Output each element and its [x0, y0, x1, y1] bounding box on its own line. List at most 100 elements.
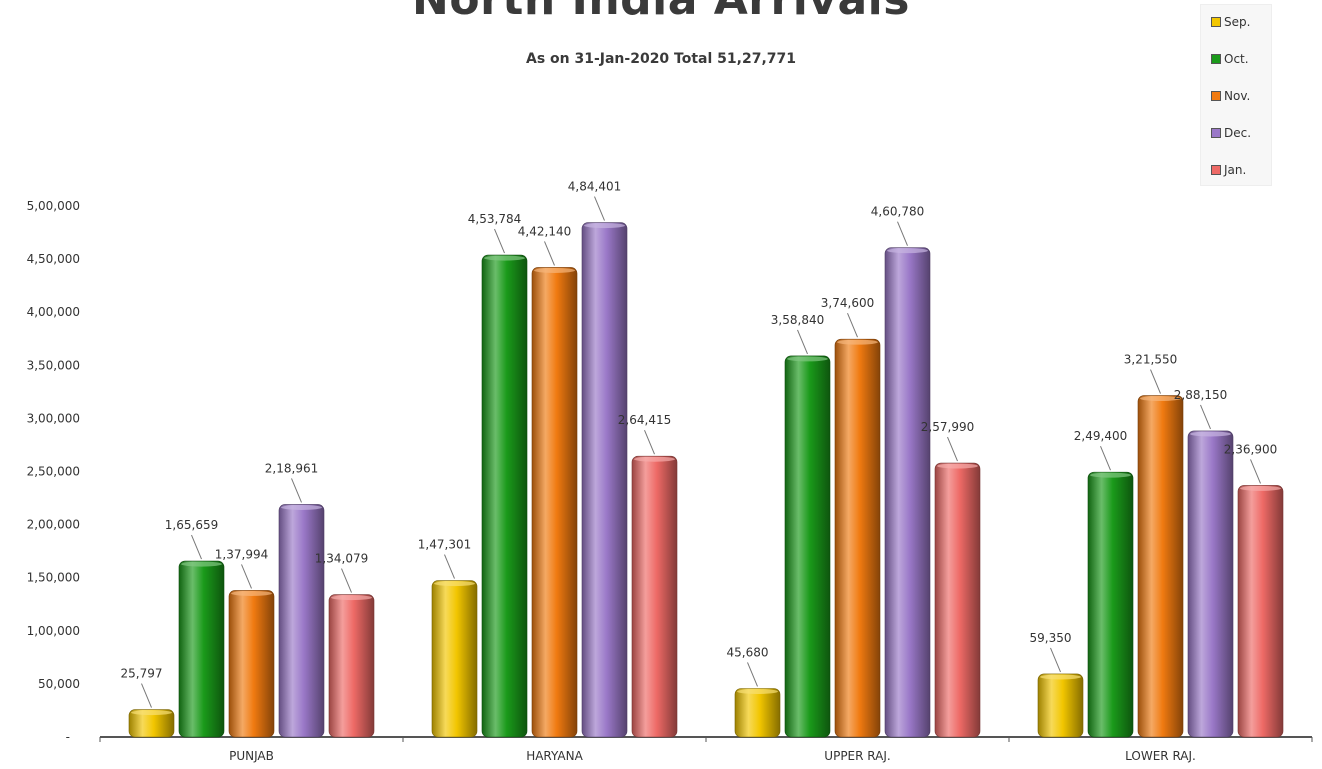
bar-oct-0: [178, 560, 225, 738]
bar-cap: [131, 710, 172, 716]
data-label: 2,36,900: [1224, 442, 1277, 456]
leader-line: [1250, 459, 1261, 484]
bar-cap: [887, 248, 928, 254]
data-labels-group: 25,797 1,65,659 1,37,994 2,18,961 1,34,079 1,…: [121, 180, 1277, 708]
bar-cap: [1190, 431, 1231, 437]
y-tick-label: -: [66, 730, 70, 744]
data-label: 3,58,840: [771, 313, 824, 327]
bars-group: [128, 222, 1284, 738]
legend-label: Nov.: [1224, 89, 1251, 103]
y-axis: - 50,000 1,00,000 1,50,000 2,00,000 2,50,000 3…: [27, 199, 80, 744]
legend-label: Sep.: [1224, 15, 1251, 29]
bar-cap: [181, 561, 222, 567]
data-label: 1,47,301: [418, 538, 471, 552]
y-tick-label: 5,00,000: [27, 199, 80, 213]
bar-cap: [1040, 674, 1081, 680]
y-tick-label: 2,50,000: [27, 465, 80, 479]
bar-cap: [1140, 396, 1181, 402]
x-axis: PUNJAB HARYANA UPPER RAJ. LOWER RAJ.: [99, 736, 1313, 763]
leader-line: [1200, 404, 1211, 430]
bar-jan-2: [934, 462, 981, 738]
bar-dec-0: [278, 504, 325, 738]
legend-swatch: [1211, 54, 1221, 64]
leader-line: [291, 478, 302, 503]
chart-title: North India Arrivals: [0, 0, 1322, 25]
bar-oct-3: [1087, 471, 1134, 738]
chart-subtitle: As on 31-Jan-2020 Total 51,27,771: [525, 51, 796, 67]
leader-line: [644, 429, 655, 455]
bar-jan-3: [1237, 485, 1284, 738]
bar-cap: [937, 463, 978, 469]
bar-jan-0: [328, 594, 375, 738]
y-tick-label: 3,00,000: [27, 411, 80, 425]
bar-nov-0: [228, 590, 275, 738]
leader-line: [797, 329, 808, 355]
y-tick-label: 4,50,000: [27, 252, 80, 266]
y-tick-label: 3,50,000: [27, 358, 80, 372]
leader-line: [1050, 647, 1061, 673]
bar-sep-2: [734, 688, 781, 738]
leader-line: [947, 436, 958, 462]
legend-item-nov: Nov.: [1211, 89, 1250, 103]
bar-cap: [837, 339, 878, 345]
bar-cap: [584, 223, 625, 229]
legend-swatch: [1211, 128, 1221, 138]
bar-nov-2: [834, 338, 881, 738]
legend-swatch: [1211, 17, 1221, 27]
bar-dec-1: [581, 222, 628, 738]
data-label: 4,84,401: [568, 180, 621, 194]
legend-label: Oct.: [1224, 52, 1249, 66]
bar-sep-3: [1037, 673, 1084, 738]
data-label: 2,18,961: [265, 461, 318, 475]
data-label: 4,42,140: [518, 224, 571, 238]
bar-cap: [1090, 472, 1131, 478]
legend-swatch: [1211, 91, 1221, 101]
legend-item-oct: Oct.: [1211, 52, 1249, 66]
data-label: 45,680: [727, 645, 769, 659]
bar-oct-2: [784, 355, 831, 738]
bar-cap: [281, 504, 322, 510]
legend-item-jan: Jan.: [1211, 163, 1246, 177]
legend-item-sep: Sep.: [1211, 15, 1250, 29]
bar-cap: [484, 255, 525, 261]
y-tick-label: 1,50,000: [27, 571, 80, 585]
data-label: 1,37,994: [215, 547, 268, 561]
leader-line: [494, 228, 505, 254]
legend-item-dec: Dec.: [1211, 126, 1251, 140]
data-label: 4,53,784: [468, 212, 521, 226]
y-tick-label: 4,00,000: [27, 305, 80, 319]
leader-line: [1100, 445, 1111, 471]
data-label: 25,797: [121, 667, 163, 681]
bar-cap: [534, 267, 575, 273]
data-label: 59,350: [1030, 631, 1072, 645]
legend-label: Dec.: [1224, 126, 1252, 140]
leader-line: [191, 534, 202, 560]
data-label: 2,64,415: [618, 413, 671, 427]
bar-cap: [231, 590, 272, 596]
bar-cap: [331, 595, 372, 601]
leader-line: [141, 683, 152, 708]
bar-nov-1: [531, 267, 578, 738]
legend-swatch: [1211, 165, 1221, 175]
bar-cap: [634, 456, 675, 462]
bar-cap: [737, 688, 778, 694]
x-category-label: LOWER RAJ.: [1125, 749, 1196, 763]
bar-dec-2: [884, 247, 931, 738]
data-label: 1,34,079: [315, 552, 368, 566]
bar-sep-0: [128, 709, 175, 738]
y-tick-label: 1,00,000: [27, 624, 80, 638]
leader-line: [594, 196, 605, 221]
data-label: 4,60,780: [871, 205, 924, 219]
x-category-label: UPPER RAJ.: [824, 749, 890, 763]
bar-dec-3: [1187, 430, 1234, 738]
data-label: 2,57,990: [921, 420, 974, 434]
data-label: 3,21,550: [1124, 353, 1177, 367]
leader-line: [341, 568, 352, 593]
leader-line: [1150, 369, 1161, 394]
data-label: 1,65,659: [165, 518, 218, 532]
x-category-label: HARYANA: [526, 749, 583, 763]
leader-line: [747, 662, 758, 687]
leader-line: [897, 221, 908, 246]
bar-cap: [787, 356, 828, 362]
